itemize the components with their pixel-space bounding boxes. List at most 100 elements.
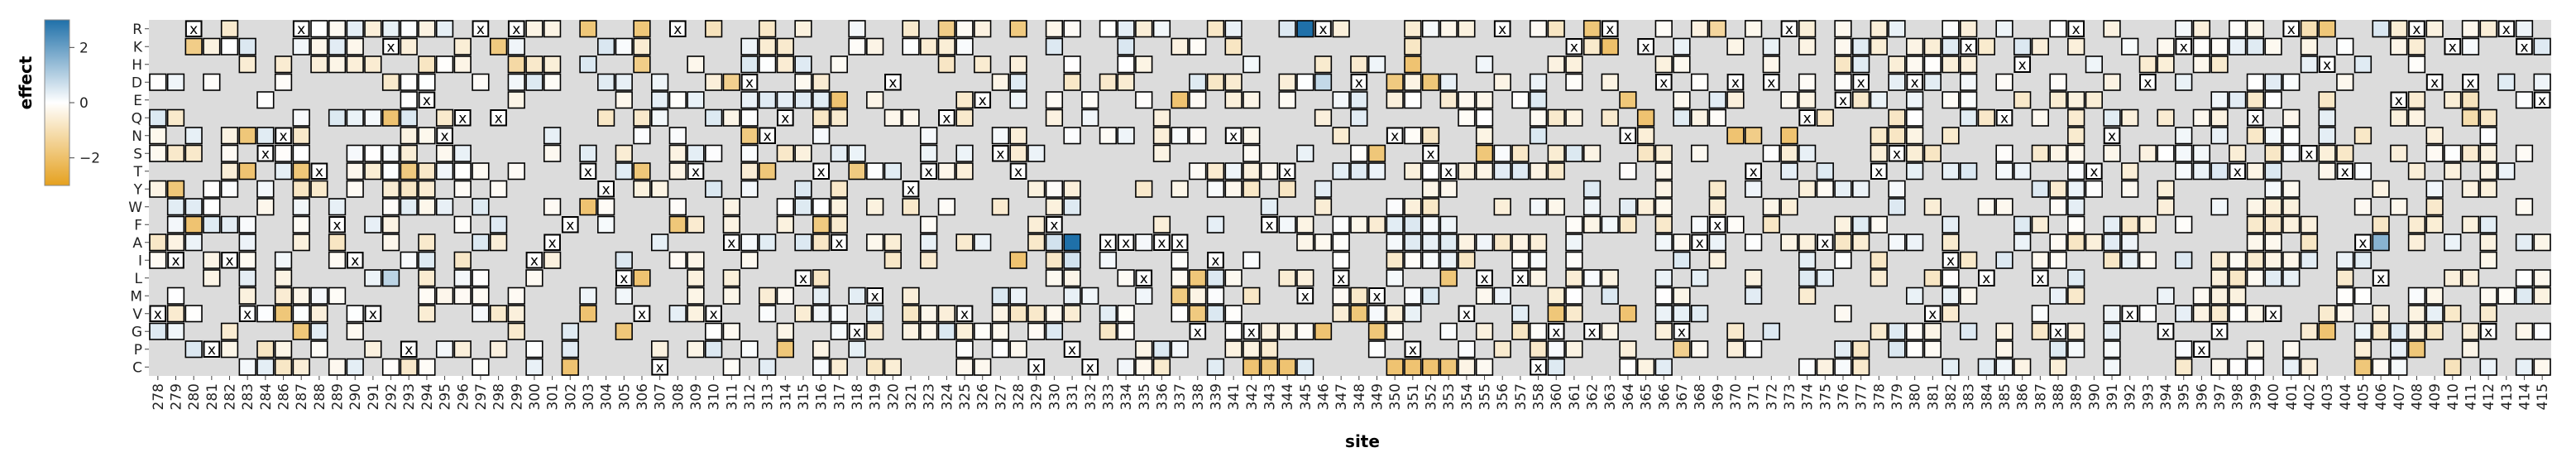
wildtype-marker: x xyxy=(2430,75,2439,91)
wildtype-cell xyxy=(400,340,418,358)
wildtype-cell xyxy=(1332,269,1350,286)
heatmap-cell xyxy=(1995,20,2013,38)
heatmap-cell xyxy=(2425,322,2444,340)
heatmap-cell xyxy=(579,198,597,216)
heatmap-cell xyxy=(166,180,185,198)
heatmap-cell xyxy=(2372,322,2390,340)
x-tick-label: 404 xyxy=(2338,383,2354,410)
heatmap-cell xyxy=(2013,358,2032,376)
wildtype-marker: x xyxy=(1229,128,1238,145)
wildtype-cell xyxy=(579,162,597,180)
heatmap-cell xyxy=(596,215,615,234)
heatmap-cell xyxy=(705,322,723,340)
wildtype-cell xyxy=(2103,127,2121,144)
heatmap-cell xyxy=(1565,234,1583,252)
wildtype-marker: x xyxy=(297,22,305,38)
heatmap-cell xyxy=(937,322,956,340)
heatmap-cell xyxy=(1654,269,1673,287)
heatmap-cell xyxy=(1995,340,2013,359)
heatmap-cell xyxy=(220,340,239,359)
heatmap-cell xyxy=(1582,269,1602,287)
heatmap-cell xyxy=(2407,322,2426,340)
heatmap-cell xyxy=(776,215,794,234)
heatmap-cell xyxy=(1009,55,1027,74)
heatmap-cell xyxy=(184,37,203,55)
heatmap-cell xyxy=(1243,251,1261,269)
wildtype-cell xyxy=(974,91,992,108)
heatmap-cell xyxy=(274,73,293,91)
heatmap-cell xyxy=(435,20,454,38)
wildtype-marker: x xyxy=(280,128,288,145)
heatmap-cell xyxy=(687,286,705,305)
heatmap-cell xyxy=(633,269,651,287)
wildtype-marker: x xyxy=(1588,324,1597,340)
heatmap-cell xyxy=(740,234,759,252)
heatmap-cell xyxy=(256,340,275,359)
heatmap-cell xyxy=(1636,108,1655,127)
heatmap-cell xyxy=(1439,73,1458,91)
wildtype-marker: x xyxy=(208,342,216,359)
heatmap-cell xyxy=(776,55,794,74)
wildtype-cell xyxy=(238,305,256,322)
heatmap-cell xyxy=(1906,234,1924,252)
heatmap-cell xyxy=(2282,358,2301,376)
heatmap-cell xyxy=(1906,286,1924,305)
heatmap-cell xyxy=(346,37,364,55)
heatmap-cell xyxy=(722,108,740,127)
heatmap-cell xyxy=(1960,91,1978,109)
heatmap-cell xyxy=(310,55,328,74)
heatmap-cell xyxy=(2229,269,2247,287)
heatmap-cell xyxy=(2372,215,2390,234)
heatmap-cell xyxy=(1117,73,1135,91)
heatmap-cell xyxy=(2264,215,2282,234)
heatmap-cell xyxy=(2264,251,2282,269)
heatmap-cell xyxy=(418,180,436,198)
wildtype-marker: x xyxy=(2323,57,2331,74)
wildtype-cell xyxy=(722,234,740,251)
heatmap-cell xyxy=(1708,198,1726,216)
wildtype-cell xyxy=(2067,20,2085,37)
heatmap-cell xyxy=(812,91,831,109)
heatmap-cell xyxy=(1350,215,1368,234)
heatmap-cell xyxy=(1923,37,1942,55)
heatmap-cell xyxy=(1367,215,1386,234)
heatmap-cell xyxy=(525,340,543,359)
heatmap-cell xyxy=(310,37,328,55)
heatmap-cell xyxy=(1726,322,1745,340)
heatmap-cell xyxy=(2318,20,2336,38)
heatmap-cell xyxy=(2372,358,2390,376)
wildtype-marker: x xyxy=(2000,110,2009,127)
heatmap-cell xyxy=(633,180,651,198)
heatmap-cell xyxy=(1152,127,1171,145)
heatmap-cell xyxy=(238,162,256,181)
heatmap-cell xyxy=(2264,180,2282,198)
x-tick-label: 381 xyxy=(1925,383,1942,410)
wildtype-cell xyxy=(633,305,651,322)
heatmap-cell xyxy=(274,305,293,323)
wildtype-cell xyxy=(2032,269,2049,286)
heatmap-cell xyxy=(776,340,794,359)
heatmap-cell xyxy=(2067,162,2085,181)
heatmap-cell xyxy=(2192,162,2211,181)
heatmap-cell xyxy=(633,55,651,74)
heatmap-cell xyxy=(489,37,508,55)
heatmap-cell xyxy=(2497,162,2516,181)
heatmap-cell xyxy=(1888,55,1906,74)
heatmap-cell xyxy=(1923,55,1942,74)
heatmap-cell xyxy=(2407,162,2426,181)
heatmap-cell xyxy=(1135,55,1153,74)
wildtype-marker: x xyxy=(1821,235,1829,252)
heatmap-cell xyxy=(2425,198,2444,216)
heatmap-cell xyxy=(1834,37,1852,55)
heatmap-cell xyxy=(615,37,633,55)
heatmap-cell xyxy=(1386,358,1404,376)
heatmap-cell xyxy=(740,162,759,181)
heatmap-cell xyxy=(203,251,221,269)
heatmap-cell xyxy=(705,20,723,38)
heatmap-cell xyxy=(346,144,364,162)
heatmap-cell xyxy=(328,108,347,127)
heatmap-cell xyxy=(2049,251,2067,269)
heatmap-cell xyxy=(2515,144,2534,162)
heatmap-cell xyxy=(1690,144,1709,162)
heatmap-cell xyxy=(2300,20,2319,38)
